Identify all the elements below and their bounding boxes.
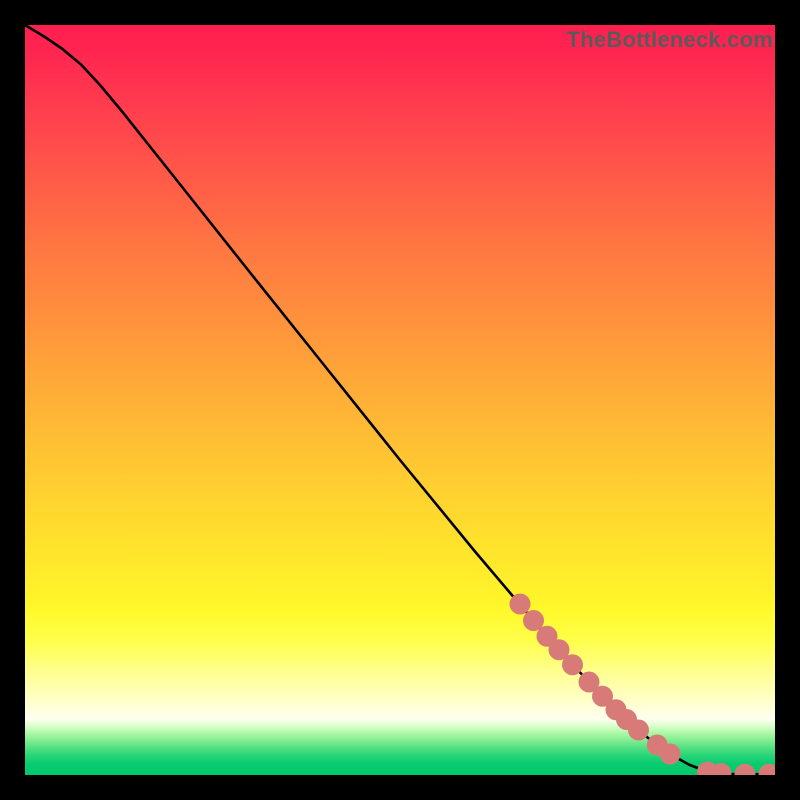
plot-area: TheBottleneck.com <box>25 25 775 775</box>
curve-line <box>25 25 775 774</box>
marker-dot <box>510 594 531 615</box>
curve-layer <box>25 25 775 775</box>
marker-dot <box>628 720 649 741</box>
curve-markers <box>510 594 776 776</box>
marker-dot <box>660 744 681 765</box>
marker-dot <box>759 764 776 775</box>
chart-frame: TheBottleneck.com <box>0 0 800 800</box>
marker-dot <box>735 764 756 775</box>
marker-dot <box>562 654 583 675</box>
